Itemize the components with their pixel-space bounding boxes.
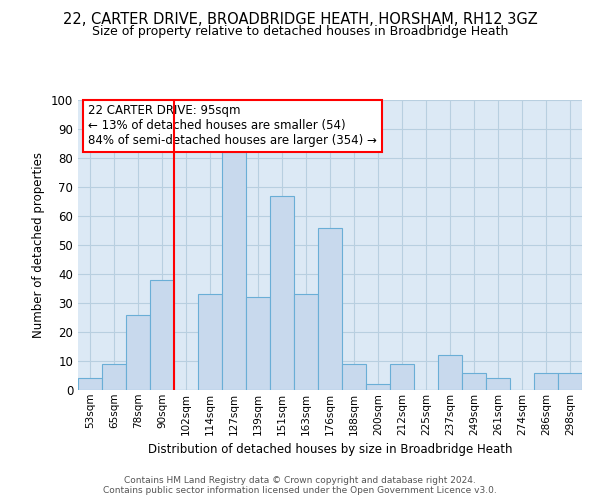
Bar	[534, 372, 558, 390]
Bar	[438, 355, 462, 390]
Y-axis label: Number of detached properties: Number of detached properties	[32, 152, 46, 338]
Bar	[126, 314, 150, 390]
Text: 22, CARTER DRIVE, BROADBRIDGE HEATH, HORSHAM, RH12 3GZ: 22, CARTER DRIVE, BROADBRIDGE HEATH, HOR…	[62, 12, 538, 28]
Bar	[366, 384, 390, 390]
Bar	[150, 280, 174, 390]
Text: Contains public sector information licensed under the Open Government Licence v3: Contains public sector information licen…	[103, 486, 497, 495]
Bar	[78, 378, 102, 390]
Bar	[558, 372, 582, 390]
Bar	[270, 196, 294, 390]
Text: 22 CARTER DRIVE: 95sqm
← 13% of detached houses are smaller (54)
84% of semi-det: 22 CARTER DRIVE: 95sqm ← 13% of detached…	[88, 104, 377, 148]
Bar	[318, 228, 342, 390]
Bar	[246, 297, 270, 390]
Bar	[342, 364, 366, 390]
Bar	[486, 378, 510, 390]
Bar	[222, 152, 246, 390]
Text: Size of property relative to detached houses in Broadbridge Heath: Size of property relative to detached ho…	[92, 25, 508, 38]
Bar	[462, 372, 486, 390]
Bar	[294, 294, 318, 390]
Bar	[102, 364, 126, 390]
X-axis label: Distribution of detached houses by size in Broadbridge Heath: Distribution of detached houses by size …	[148, 443, 512, 456]
Bar	[198, 294, 222, 390]
Text: Contains HM Land Registry data © Crown copyright and database right 2024.: Contains HM Land Registry data © Crown c…	[124, 476, 476, 485]
Bar	[390, 364, 414, 390]
